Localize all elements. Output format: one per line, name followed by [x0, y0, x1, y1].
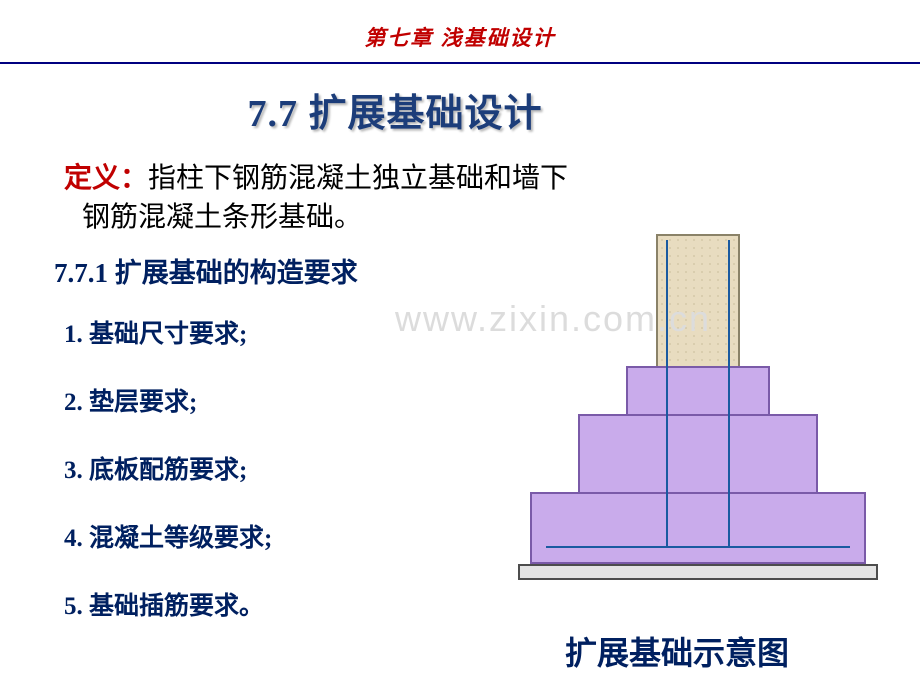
diagram-step-bottom [530, 492, 866, 564]
definition-line2: 钢筋混凝土条形基础。 [82, 198, 880, 237]
chapter-title: 第七章 浅基础设计 [0, 22, 920, 52]
header-divider [0, 62, 920, 64]
diagram-cushion [518, 564, 878, 580]
diagram-rebar-vertical [666, 240, 668, 546]
diagram-step-mid [578, 414, 818, 494]
section-title-wrap: 7.7 扩展基础设计 [0, 82, 920, 137]
definition-label: 定义： [64, 163, 148, 194]
diagram-rebar-horizontal [546, 546, 850, 548]
diagram-rebar-vertical [728, 240, 730, 546]
foundation-diagram [470, 234, 890, 654]
definition-line1: 定义：指柱下钢筋混凝土独立基础和墙下 [64, 159, 880, 198]
diagram-container [470, 234, 890, 654]
definition-text1: 指柱下钢筋混凝土独立基础和墙下 [148, 163, 568, 194]
page-header: 第七章 浅基础设计 [0, 0, 920, 52]
section-title: 7.7 扩展基础设计 [247, 93, 542, 135]
diagram-caption: 扩展基础示意图 [565, 628, 789, 674]
diagram-step-top [626, 366, 770, 416]
